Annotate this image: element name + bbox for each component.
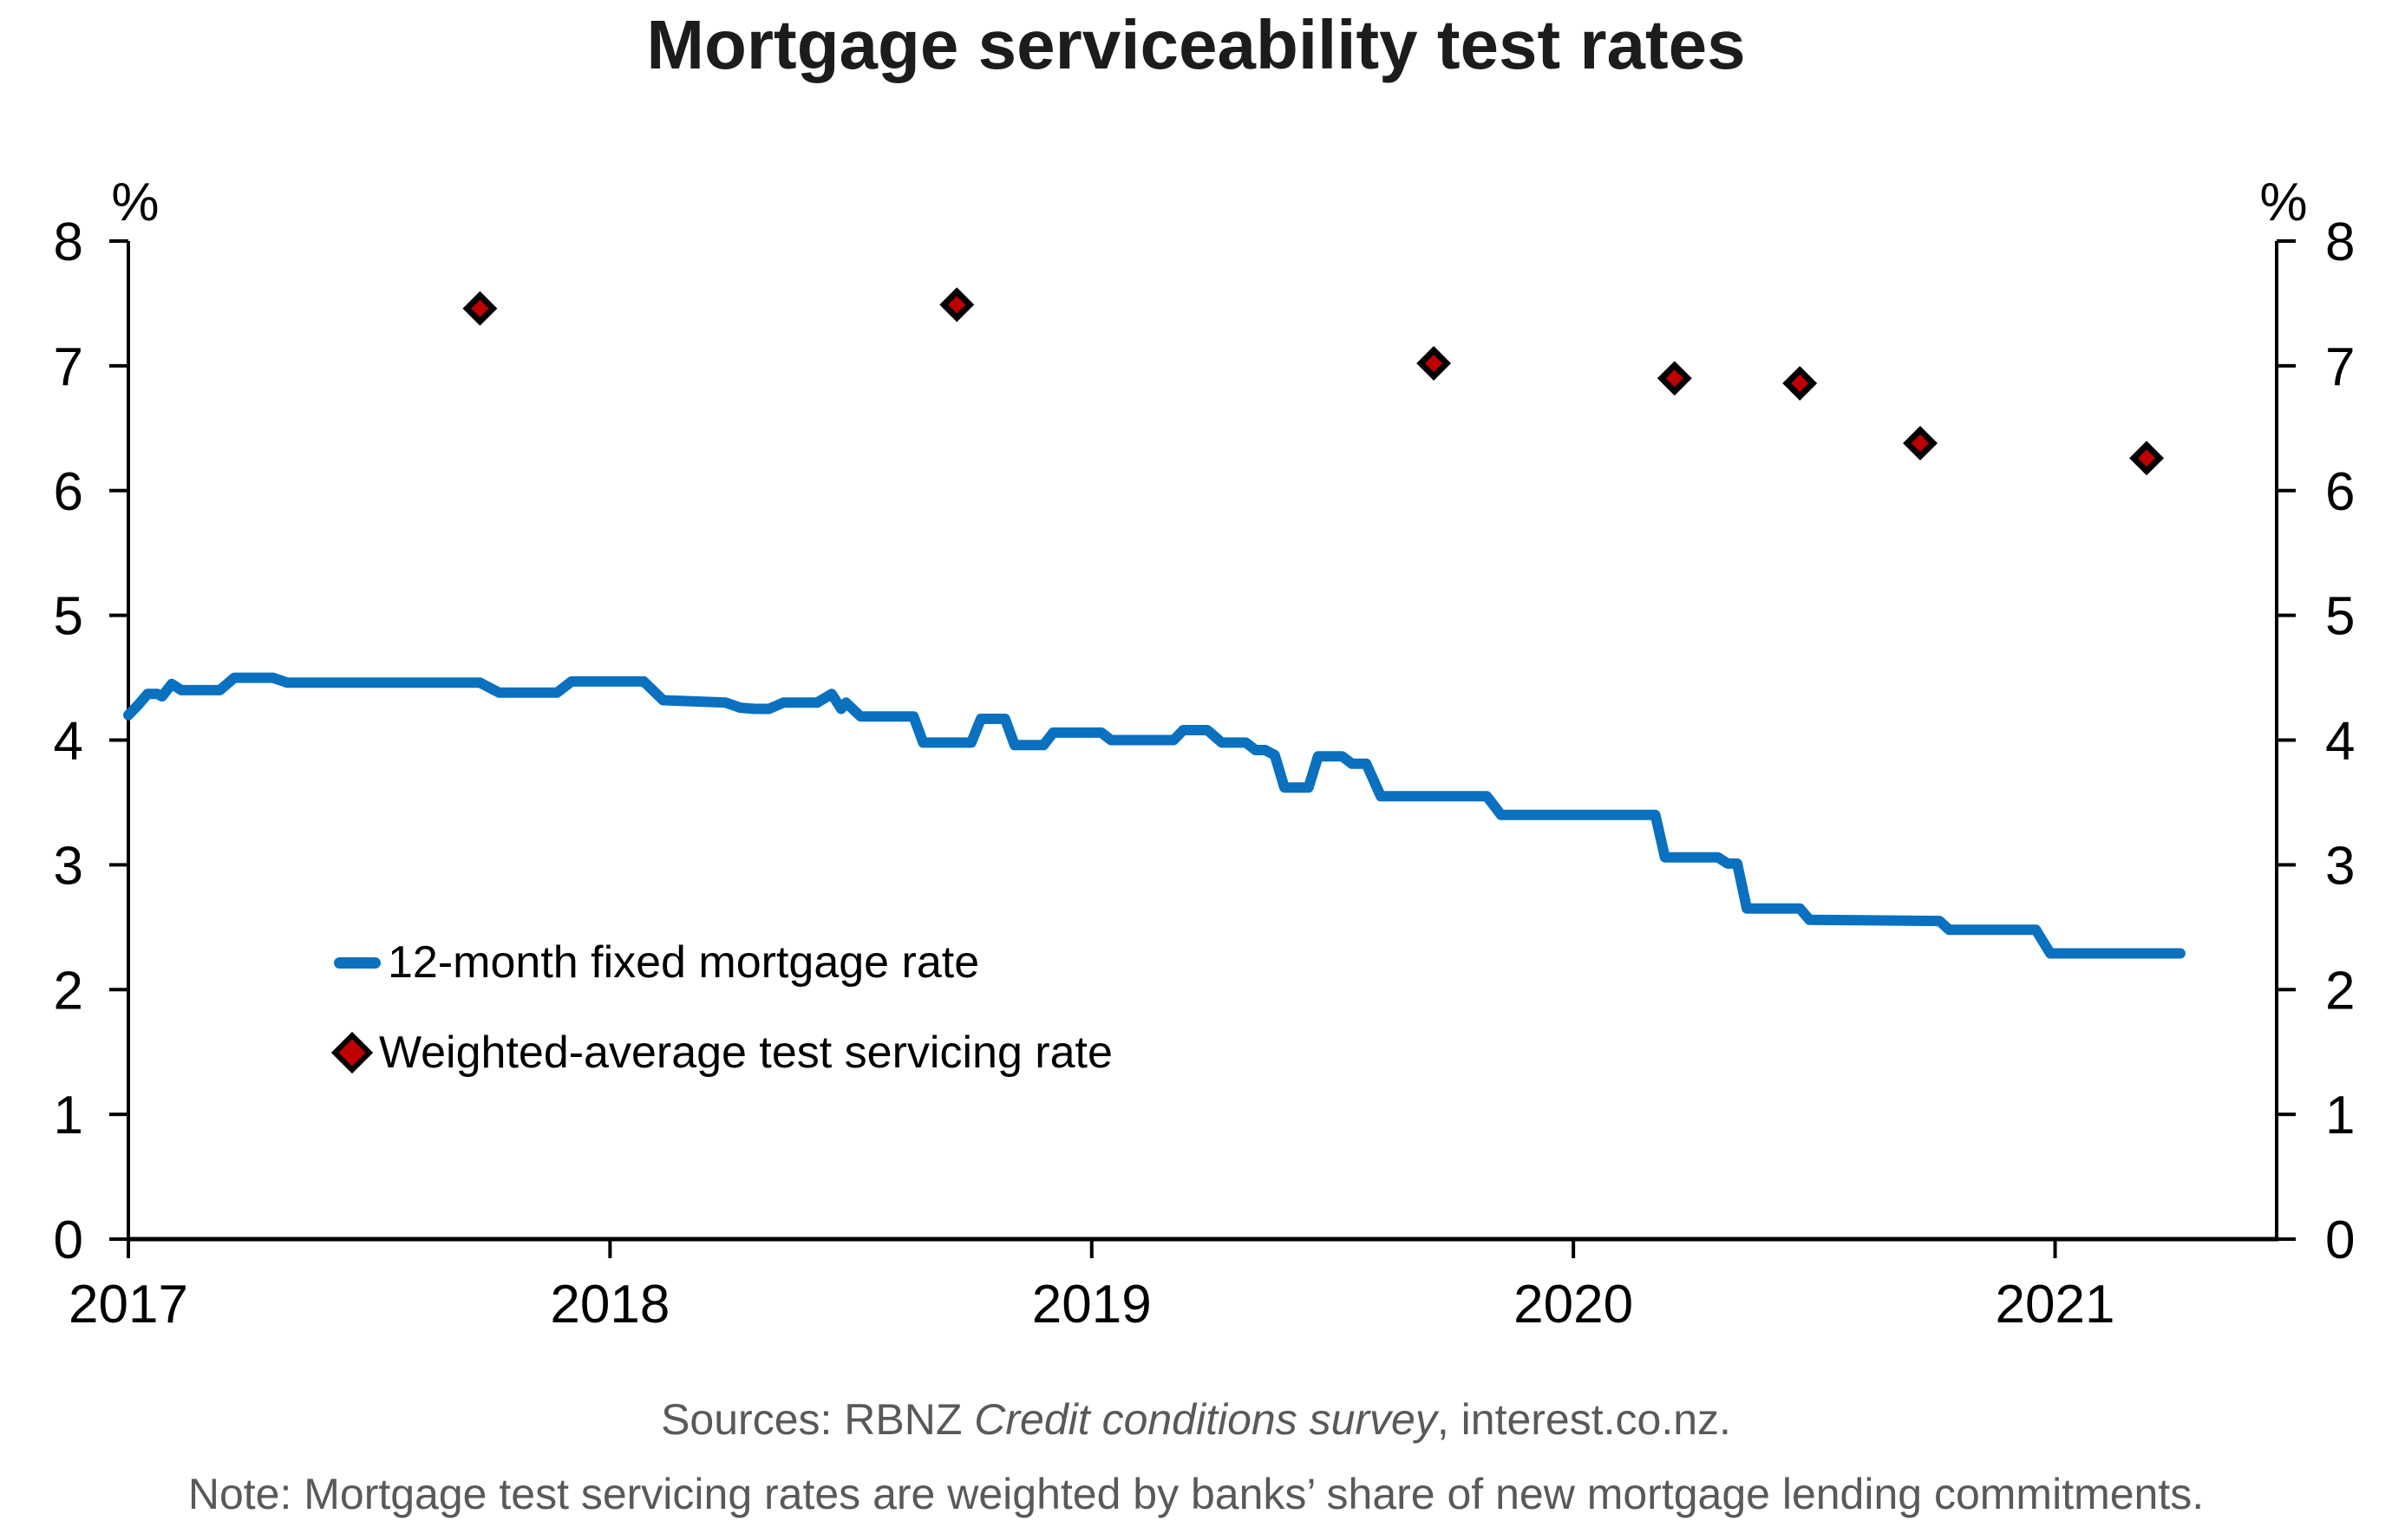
sources-text: Sources: RBNZ [661, 1395, 975, 1444]
y-axis-tick-label-left: 1 [54, 1086, 83, 1145]
test-rate-diamond [1782, 366, 1818, 401]
mortgage-rate-line [123, 672, 2186, 959]
y-axis-tick-label-left: 6 [54, 462, 83, 522]
y-axis-tick-label-left: 2 [54, 961, 83, 1021]
legend-label-mortgage-rate: 12-month fixed mortgage rate [388, 937, 980, 988]
test-rate-diamond [1903, 426, 1938, 461]
y-axis-tick-label-right: 7 [2325, 337, 2355, 397]
x-axis-tick-label: 2019 [1032, 1275, 1152, 1334]
note-line: Note: Mortgage test servicing rates are … [187, 1470, 2205, 1518]
legend-item-test-rate: Weighted-average test servicing rate [330, 1008, 1113, 1098]
percent-label-left: % [111, 173, 159, 232]
sources-line: Sources: RBNZ Credit conditions survey, … [0, 1394, 2392, 1445]
sources-italic-text: Credit conditions survey [974, 1395, 1437, 1444]
legend-item-mortgage-rate: 12-month fixed mortgage rate [334, 917, 1113, 1008]
y-axis-tick-label-right: 5 [2325, 587, 2355, 647]
y-axis-tick-label-left: 3 [54, 836, 83, 896]
y-axis-tick-label-right: 0 [2325, 1210, 2355, 1270]
y-axis-tick-label-right: 1 [2325, 1086, 2355, 1145]
y-axis-tick-label-right: 8 [2325, 212, 2355, 272]
test-rate-diamond [2129, 440, 2164, 476]
y-axis-tick-label-left: 7 [54, 337, 83, 397]
y-axis-tick-label-left: 4 [54, 712, 83, 772]
y-axis-tick-label-right: 4 [2325, 712, 2355, 772]
x-axis-tick-label: 2018 [550, 1275, 670, 1334]
sources-suffix-text: , interest.co.nz. [1436, 1395, 1731, 1444]
x-axis-tick-label: 2017 [69, 1275, 188, 1334]
legend: 12-month fixed mortgage rate Weighted-av… [330, 917, 1113, 1098]
y-axis-tick-label-right: 2 [2325, 961, 2355, 1021]
y-axis-tick-label-left: 0 [54, 1210, 83, 1270]
test-rate-diamond [462, 290, 498, 326]
test-rate-diamond [1657, 361, 1692, 396]
y-axis-tick-label-left: 5 [54, 587, 83, 647]
y-axis-tick-label-right: 3 [2325, 836, 2355, 896]
legend-label-test-rate: Weighted-average test servicing rate [379, 1028, 1113, 1078]
test-rate-diamond [939, 287, 975, 323]
line-series-marker-icon [334, 956, 381, 969]
diamond-series-marker-icon [330, 1031, 374, 1074]
x-axis-tick-label: 2021 [1996, 1275, 2115, 1334]
chart-title: Mortgage serviceability test rates [646, 6, 1746, 83]
y-axis-tick-label-left: 8 [54, 212, 83, 272]
x-axis-tick-label: 2020 [1513, 1275, 1633, 1334]
y-axis-tick-label-right: 6 [2325, 462, 2355, 522]
percent-label-right: % [2259, 173, 2307, 232]
test-rate-diamond [1416, 346, 1452, 381]
